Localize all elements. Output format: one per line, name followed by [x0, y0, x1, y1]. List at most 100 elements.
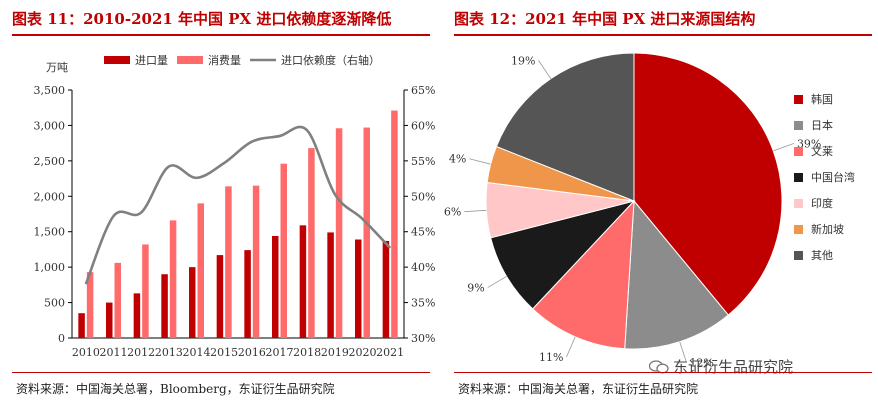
legend-label: 印度: [811, 197, 833, 210]
pie-labels: 39% 12% 11% 9% 6% 4% 19%: [444, 54, 822, 369]
bar-consumption: [391, 110, 398, 338]
legend-label: 进口依赖度（右轴）: [281, 53, 380, 67]
legend-swatch: [794, 224, 803, 234]
watermark: 东证衍生品研究院: [649, 356, 793, 377]
legend-swatch: [794, 146, 803, 156]
wechat-icon: [649, 359, 669, 373]
x-tick-label: 2010: [72, 346, 100, 359]
pie-value-label: 39%: [797, 137, 821, 150]
bar-consumption: [280, 163, 287, 338]
legend-item: 韩国: [794, 86, 864, 112]
bar-import: [106, 302, 113, 338]
x-tick-label: 2015: [210, 346, 238, 359]
pie-leader-line: [773, 143, 795, 152]
x-tick-label: 2017: [266, 346, 294, 359]
pie-value-label: 4%: [449, 153, 466, 166]
bar-import: [78, 313, 85, 338]
y-left-tick-label: 3,500: [34, 84, 66, 97]
chart-legend: 进口量 消费量 进口依赖度（右轴）: [104, 53, 380, 67]
source-rule: [454, 372, 872, 373]
pie-leader-line: [487, 275, 507, 288]
source-note: 资料来源：中国海关总署，Bloomberg，东证衍生品研究院: [16, 382, 335, 396]
bar-import: [382, 240, 390, 338]
legend-label: 其他: [811, 249, 833, 262]
legend-item: 其他: [794, 242, 864, 268]
bar-consumption: [142, 244, 149, 338]
bar-line-chart: 进口量 消费量 进口依赖度（右轴） 万吨 0 500 1,000 1,500 2,000 2,…: [34, 53, 436, 359]
legend-item: 新加坡: [794, 216, 864, 242]
pie-value-label: 19%: [511, 54, 535, 67]
y-left-tick-label: 500: [44, 297, 65, 310]
y-right-tick-label: 55%: [411, 155, 435, 168]
legend-label: 消费量: [208, 53, 241, 67]
title-rule: [454, 34, 872, 36]
line-series: [84, 125, 392, 285]
y-left-tick-label: 1,000: [34, 261, 66, 274]
y-right-tick-label: 45%: [411, 226, 435, 239]
x-tick-label: 2018: [293, 346, 321, 359]
chart-title: 图表 12：2021 年中国 PX 进口来源国结构: [454, 10, 756, 28]
pie-legend: 韩国日本文莱中国台湾印度新加坡其他: [794, 86, 864, 268]
x-tick-label: 2016: [238, 346, 266, 359]
x-tick-label: 2019: [321, 346, 349, 359]
legend-label: 韩国: [811, 93, 833, 106]
pie-slices: [485, 52, 783, 350]
legend-swatch: [177, 56, 203, 64]
x-tick-label: 2021: [376, 346, 404, 359]
pie-value-label: 9%: [467, 282, 484, 295]
bar-consumption: [335, 128, 343, 338]
legend-swatch: [794, 250, 803, 260]
chart-title: 图表 11：2010-2021 年中国 PX 进口依赖度逐渐降低: [12, 10, 392, 28]
y-right-tick-label: 50%: [411, 190, 435, 203]
legend-item: 日本: [794, 112, 864, 138]
bar-consumption: [363, 127, 370, 338]
legend-label: 进口量: [135, 54, 168, 67]
bar-import: [299, 225, 307, 338]
legend-label: 文莱: [811, 145, 833, 158]
chart-panel-import-origin: 图表 12：2021 年中国 PX 进口来源国结构 39% 12% 11% 9% 6% 4…: [442, 0, 878, 411]
legend-item: 文莱: [794, 138, 864, 164]
bar-consumption: [169, 220, 177, 338]
legend-label: 中国台湾: [811, 171, 855, 184]
bar-consumption: [114, 262, 121, 338]
x-tick-label: 2014: [183, 346, 211, 359]
legend-item: 印度: [794, 190, 864, 216]
x-tick-label: 2012: [127, 346, 155, 359]
legend-label: 新加坡: [811, 223, 844, 236]
bar-consumption: [252, 185, 260, 338]
y-right-tick-label: 35%: [411, 297, 435, 310]
bar-import: [133, 293, 141, 338]
pie-slice-3: [490, 200, 636, 310]
legend-swatch: [794, 120, 803, 130]
pie-chart: 39% 12% 11% 9% 6% 4% 19%: [444, 52, 822, 370]
pie-slice-6: [495, 52, 635, 202]
bar-consumption: [86, 272, 94, 338]
pie-leader-line: [538, 60, 552, 79]
bar-import: [161, 274, 168, 338]
legend-label: 日本: [811, 119, 833, 132]
y-axis-unit-label: 万吨: [46, 61, 68, 74]
source-note: 资料来源：中国海关总署，东证衍生品研究院: [458, 382, 699, 396]
pie-value-label: 12%: [690, 357, 714, 370]
y-left-tick-label: 2,000: [34, 190, 66, 203]
y-right-tick-label: 40%: [411, 261, 435, 274]
pie-slice-2: [531, 199, 635, 350]
bar-import: [244, 250, 251, 338]
y-right-tick-label: 30%: [411, 332, 435, 345]
legend-swatch: [794, 172, 803, 182]
y-right-tick-label: 60%: [411, 119, 435, 132]
bar-import: [272, 235, 279, 338]
bar-consumption: [197, 203, 204, 338]
bar-import: [355, 239, 362, 338]
title-rule: [12, 34, 430, 36]
watermark-text: 东证衍生品研究院: [673, 358, 794, 376]
y-right-tick-label: 65%: [411, 84, 435, 97]
bar-import: [216, 255, 224, 338]
pie-value-label: 11%: [539, 351, 563, 364]
dependency-line: [84, 125, 392, 285]
legend-swatch: [794, 94, 803, 104]
chart-axes: 0 500 1,000 1,500 2,000 2,500 3,000 3,500 30% 35%…: [34, 84, 436, 359]
bar-consumption: [308, 148, 315, 338]
pie-leader-line: [469, 158, 491, 165]
y-left-tick-label: 2,500: [34, 155, 66, 168]
